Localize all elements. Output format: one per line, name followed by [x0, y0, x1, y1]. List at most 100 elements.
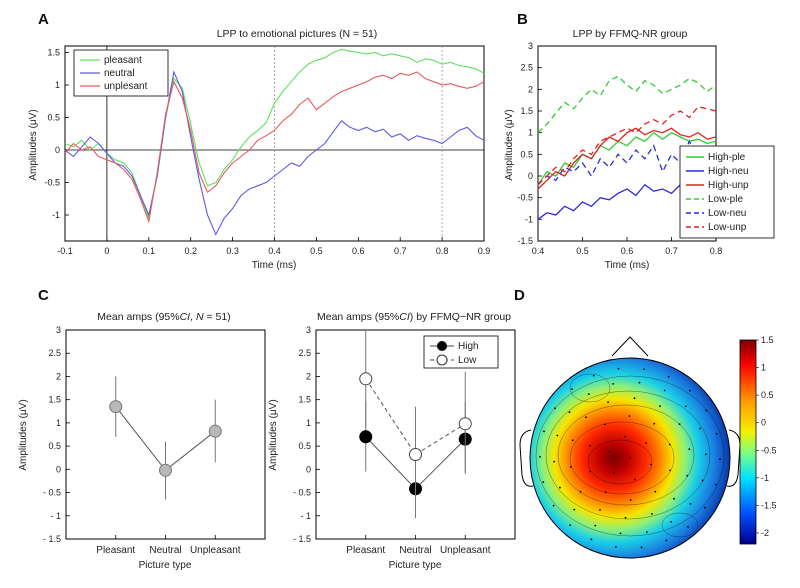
panel-c-left-xlabel: Picture type — [139, 560, 192, 571]
electrode-dot — [604, 424, 606, 426]
electrode-dot — [593, 375, 595, 377]
panel-a-xtick-label: 0 — [104, 246, 109, 256]
panel-c-right-ytick-label: 1.5 — [298, 395, 311, 405]
electrode-dot — [618, 368, 620, 370]
electrode-dot — [539, 456, 541, 458]
panel-c-right-legend: High Low — [424, 336, 498, 368]
panel-c-left-ytick-label: 1 — [56, 418, 61, 428]
electrode-dot — [669, 470, 671, 472]
panel-c-right: Mean amps (95%CI) by FFMQ−NR group - 1.5… — [268, 311, 515, 571]
panel-a-xtick-label: 0.9 — [478, 246, 491, 256]
panel-c-left-ytick-label: - 0.5 — [43, 488, 61, 498]
electrode-dot — [651, 513, 653, 515]
panel-a-xlabel: Time (ms) — [252, 260, 297, 271]
colorbar-tick-label: 0.5 — [761, 390, 774, 400]
legend-marker-low — [437, 355, 447, 365]
series-line-low-ple — [538, 76, 716, 132]
panel-c-left-ytick-label: 2.5 — [48, 348, 61, 358]
panel-a-ytick-label: -0.5 — [44, 178, 60, 188]
panel-b-ylabel: Amplitudes (μV) — [504, 109, 515, 180]
panel-d: 1.510.50-0.5-1-1.5-2 — [520, 335, 777, 558]
panel-a-xtick-label: 0.3 — [226, 246, 239, 256]
panel-c-right-ytick-label: 2.5 — [298, 348, 311, 358]
electrode-dot — [641, 546, 643, 548]
colorbar-ticks: 1.5 1 0.5 0 -0.5 -1 -1.5 -2 — [756, 335, 777, 538]
panel-a-xtick-label: -0.1 — [57, 246, 73, 256]
legend-label-high-unp: High-unp — [708, 180, 749, 191]
electrode-dot — [569, 524, 571, 526]
panel-b-ytick-label: 2 — [528, 84, 533, 94]
electrode-dot — [634, 479, 636, 481]
electrode-dot — [679, 423, 681, 425]
panel-a-xtick-label: 0.5 — [310, 246, 323, 256]
panel-b-xtick-label: 0.4 — [532, 246, 545, 256]
colorbar-tick-label: 0 — [761, 418, 766, 428]
panel-a-xtick-label: 0.7 — [394, 246, 407, 256]
electrode-dot — [670, 521, 672, 523]
panel-c-left-point-mean — [160, 464, 172, 476]
legend-label-high: High — [458, 341, 479, 352]
electrode-dot — [654, 491, 656, 493]
panel-b-ytick-label: 0 — [528, 171, 533, 181]
colorbar-tick-label: 1 — [761, 363, 766, 373]
panel-a: LPP to emotional pictures (N = 51) -0.1 0… — [28, 28, 490, 271]
panel-c-left-point-mean — [110, 401, 122, 413]
panel-label-d: D — [514, 287, 525, 304]
panel-c-right-ytick-label: 2 — [306, 371, 311, 381]
electrode-dot — [629, 457, 631, 459]
electrode-dot — [608, 451, 610, 453]
electrode-dot — [625, 517, 627, 519]
legend-label-neutral: neutral — [104, 68, 135, 79]
electrode-dot — [690, 503, 692, 505]
panel-c-left-ytick-label: - 1 — [50, 511, 61, 521]
panel-b-xtick-label: 0.6 — [621, 246, 634, 256]
legend-label-high-neu: High-neu — [708, 166, 749, 177]
panel-b-ytick-label: -0.5 — [517, 193, 533, 203]
electrode-dot — [702, 480, 704, 482]
panel-c-right-ytick-label: - 1 — [300, 511, 311, 521]
electrode-dot — [699, 428, 701, 430]
panel-a-xtick-label: 0.4 — [268, 246, 281, 256]
panel-c-left-ytick-label: 3 — [56, 325, 61, 335]
panel-c-right-ytick-label: 3 — [306, 325, 311, 335]
legend-marker-high — [437, 341, 447, 351]
panel-b-xlabel: Time (ms) — [605, 260, 650, 271]
panel-a-ytick-label: -1 — [52, 210, 60, 220]
legend-label-unplesant: unplesant — [104, 81, 148, 92]
electrode-dot — [629, 415, 631, 417]
panel-c-left-ytick-label: 0.5 — [48, 441, 61, 451]
electrode-dot — [716, 433, 718, 435]
colorbar — [740, 340, 756, 544]
electrode-dot — [650, 464, 652, 466]
electrode-dot — [589, 445, 591, 447]
panel-c-left-axes-frame — [66, 330, 265, 539]
legend-label-low-unp: Low-unp — [708, 222, 747, 233]
colorbar-tick-label: -0.5 — [761, 445, 777, 455]
panel-a-title: LPP to emotional pictures (N = 51) — [217, 28, 378, 40]
electrode-dot — [557, 435, 559, 437]
electrode-dot — [572, 439, 574, 441]
panel-c-left-title: Mean amps (95%CI, N = 51) — [97, 311, 230, 323]
panel-c-right-category-label: Pleasant — [346, 545, 385, 556]
panel-c-right-ytick-label: - 1.5 — [293, 534, 311, 544]
electrode-dot — [542, 481, 544, 483]
electrode-dot — [615, 546, 617, 548]
legend-label-pleasant: pleasant — [104, 55, 142, 66]
electrode-dot — [659, 405, 661, 407]
electrode-dot — [543, 431, 545, 433]
panel-b-ytick-label: 0.5 — [520, 149, 533, 159]
panel-c-right-point-low — [360, 373, 372, 385]
head-nose — [612, 337, 648, 356]
panel-c-right-ytick-label: 0 — [306, 464, 311, 474]
electrode-dot — [706, 410, 708, 412]
electrode-dot — [591, 538, 593, 540]
electrode-dot — [569, 411, 571, 413]
electrode-dot — [686, 475, 688, 477]
electrode-dot — [589, 471, 591, 473]
electrode-dot — [559, 487, 561, 489]
panel-a-xtick-label: 0.8 — [436, 246, 449, 256]
panel-b-xtick-label: 0.8 — [710, 246, 723, 256]
electrode-dot — [665, 540, 667, 542]
panel-c-right-point-low — [410, 449, 422, 461]
electrode-dot — [573, 509, 575, 511]
